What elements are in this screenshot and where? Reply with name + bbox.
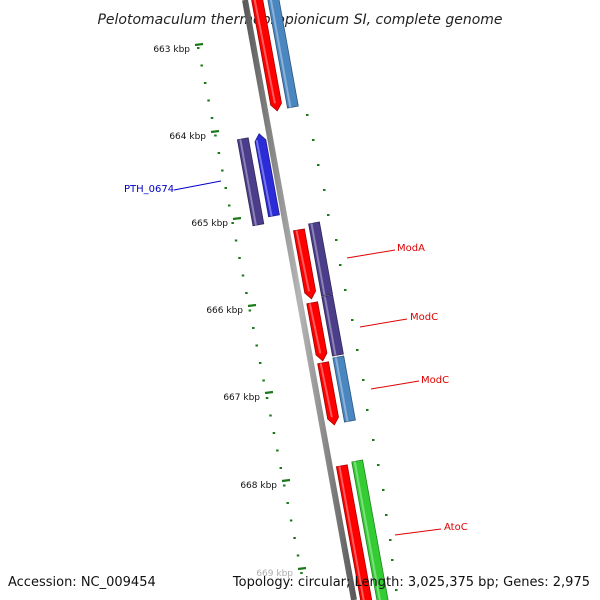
gene-highlight [334,357,349,422]
gene-modc[interactable] [332,355,356,423]
gene-highlight [319,363,333,418]
genome-summary-text: Topology: circular; Length: 3,025,375 bp… [232,575,590,590]
gene-moda[interactable] [308,221,333,297]
gene-highlight [310,223,326,296]
gene-label[interactable]: ModA [397,243,425,254]
ruler-tick-label: 669 kbp [256,569,293,579]
gene-arrow[interactable] [254,133,280,218]
map-title: Pelotomaculum thermopropionicum SI, comp… [97,12,502,28]
gene-highlight [255,140,273,217]
gene-label-leader [346,249,396,259]
gene-feature[interactable] [306,301,328,362]
gene-feature[interactable] [335,464,373,600]
ruler-major-tick [247,303,257,308]
ruler-major-tick [210,129,220,134]
gene-highlight [253,0,276,104]
gene-label[interactable]: AtoC [444,522,468,533]
ruler-tick-label: 664 kbp [169,132,206,142]
gene-feature[interactable] [317,361,339,426]
gene-feature[interactable] [236,137,265,227]
gene-label-leader [394,528,442,536]
gene-label-leader [359,318,408,328]
gene-atoc[interactable] [351,459,389,600]
ruler-tick-label: 666 kbp [206,306,243,316]
gene-feature[interactable] [251,0,282,112]
gene-highlight [353,461,381,600]
gene-label[interactable]: PTH_0674 [124,184,174,195]
gene-highlight [308,303,322,354]
gene-track [236,0,389,600]
ruler-major-tick [264,390,274,395]
gene-highlight [269,0,292,108]
ruler-tick-label: 665 kbp [191,219,228,229]
accession-text: Accession: NC_009454 [8,575,156,590]
ruler-major-tick [194,42,204,47]
gene-label-leader [370,380,420,390]
gene-pth-0674[interactable] [254,133,280,218]
ruler-major-tick [281,478,291,483]
gene-highlight [295,230,310,292]
gene-label[interactable]: ModC [421,375,449,386]
gene-feature[interactable] [266,0,299,109]
ruler-major-tick [232,216,242,221]
ruler-tick-label: 668 kbp [240,481,277,491]
gene-highlight [338,466,365,600]
gene-highlight [239,139,257,226]
gene-label[interactable]: ModC [410,312,438,323]
gene-highlight [323,296,337,356]
gene-label-leader [173,180,222,191]
kbp-ruler: 663 kbp 664 kbp 665 kbp 666 kbp 667 kbp 668 k… [153,42,398,591]
ruler-major-tick [297,566,307,571]
ruler-tick-label: 667 kbp [223,393,260,403]
gene-modc[interactable] [321,294,344,357]
ruler-tick-label: 663 kbp [153,45,190,55]
gene-feature[interactable] [293,228,317,300]
gene-labels: PTH_0674 ModA ModC ModC AtoC [124,180,468,536]
genome-backbone [242,0,357,600]
